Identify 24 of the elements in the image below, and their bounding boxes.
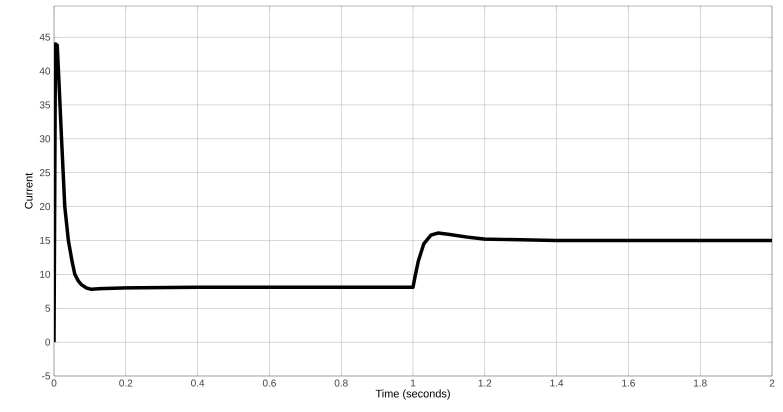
- x-tick-label: 2: [770, 380, 774, 386]
- x-tick-label: 0.6: [262, 380, 276, 387]
- x-tick-label: 0.2: [119, 380, 132, 387]
- x-tick-label: 1.8: [694, 380, 707, 387]
- y-tick-label: 5: [45, 304, 50, 312]
- y-tick-label: 40: [40, 68, 50, 75]
- y-tick-label: 10: [40, 270, 50, 278]
- y-tick-label: 20: [40, 203, 50, 210]
- y-tick-label: 25: [40, 169, 50, 176]
- x-axis-title: Time (seconds): [376, 389, 450, 400]
- x-tick-label: 1.6: [622, 380, 635, 387]
- x-tick-label: 1.2: [478, 380, 492, 386]
- x-tick-label: 0.8: [334, 380, 348, 387]
- x-tick-label: 0: [52, 380, 56, 387]
- y-tick-label: -5: [42, 372, 50, 380]
- x-tick-label: 1: [411, 380, 416, 386]
- y-tick-label: 35: [40, 101, 50, 108]
- y-tick-label: 0: [45, 338, 50, 346]
- x-tick-label: 0.4: [191, 380, 204, 387]
- y-tick-label: 15: [40, 236, 50, 244]
- y-tick-label: 30: [40, 135, 50, 142]
- y-tick-label: 45: [40, 34, 50, 41]
- x-tick-label: 1.4: [550, 380, 564, 386]
- y-axis-title: Current: [24, 172, 33, 209]
